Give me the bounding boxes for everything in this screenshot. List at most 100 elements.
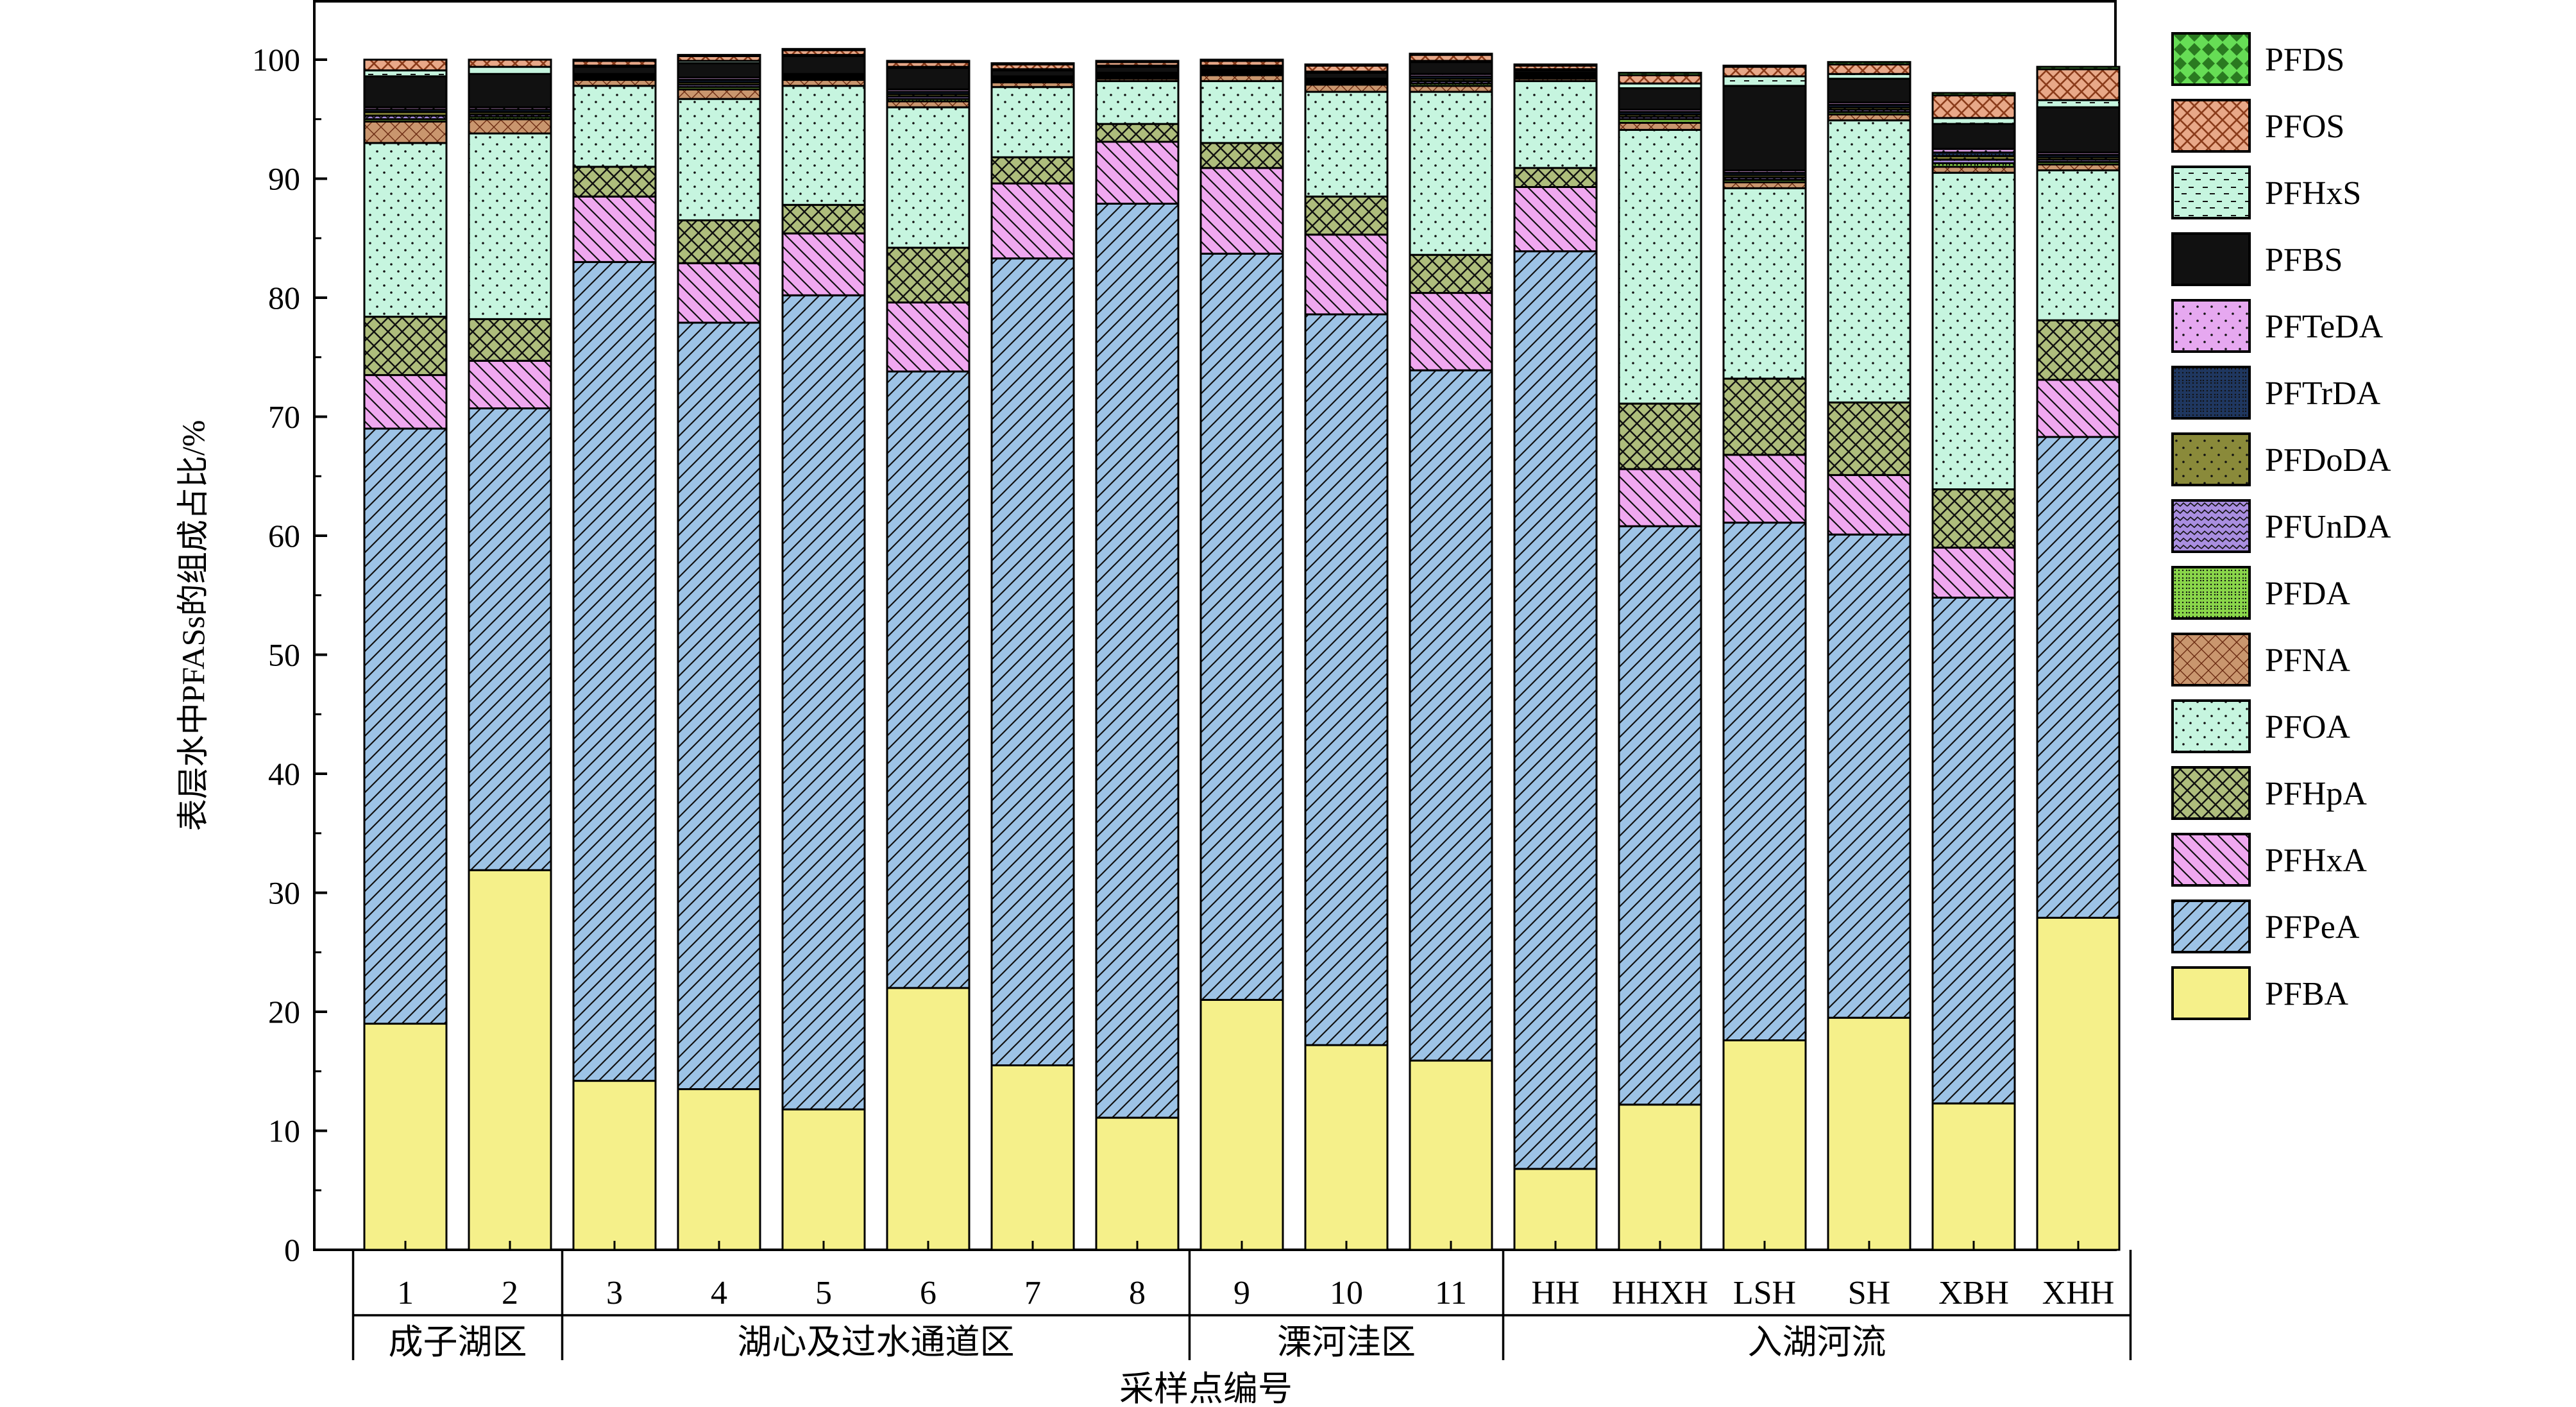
- bar-segment-PFOS-XBH: [1931, 94, 2016, 119]
- bar-segment-PFBA-HHXH: [1618, 1104, 1702, 1251]
- bar-segment-PFOA-10: [1304, 90, 1389, 198]
- legend-label: PFDA: [2265, 576, 2350, 612]
- bar-segment-PFDS-HH: [1513, 63, 1598, 67]
- y-tick-label: 20: [268, 994, 300, 1030]
- bar-segment-PFOA-2: [468, 132, 552, 320]
- bar-segment-PFHpA-HH: [1513, 167, 1598, 188]
- bar-segment-PFDS-4: [677, 54, 761, 57]
- bar-segment-PFHxA-6: [886, 301, 970, 373]
- bar-segment-PFPeA-LSH: [1722, 522, 1807, 1042]
- bar-segment-PFBS-6: [886, 67, 970, 90]
- bar-segment-PFBA-6: [886, 987, 970, 1251]
- x-tick-label: 1: [397, 1275, 414, 1311]
- bar-segment-PFBS-2: [468, 72, 552, 108]
- legend-swatch-PFOS: [2171, 99, 2251, 153]
- bar-segment-PFOA-XBH: [1931, 171, 2016, 491]
- bar-segment-PFPeA-1: [363, 427, 448, 1025]
- x-tick-label: SH: [1848, 1275, 1890, 1311]
- bar-segment-PFBS-XBH: [1931, 123, 2016, 150]
- bar-segment-PFPeA-3: [572, 260, 657, 1082]
- bar-segment-PFNA-4: [677, 88, 761, 100]
- bar-segment-PFOS-SH: [1827, 63, 1911, 75]
- legend-swatch-PFHxA: [2171, 833, 2251, 887]
- bar-segment-PFHxA-2: [468, 359, 552, 410]
- y-tick-label: 80: [268, 280, 300, 316]
- bar-segment-PFOS-1: [363, 58, 448, 72]
- bar-segment-PFOA-11: [1409, 90, 1493, 256]
- bar-segment-PFHpA-11: [1409, 253, 1493, 294]
- bar-segment-PFBA-8: [1095, 1116, 1180, 1251]
- bar-segment-PFOA-SH: [1827, 119, 1911, 404]
- bar-segment-PFHxA-4: [677, 262, 761, 324]
- bar-segment-PFBA-10: [1304, 1044, 1389, 1251]
- y-tick-label: 30: [268, 875, 300, 911]
- bar-segment-PFHxA-XHH: [2036, 379, 2121, 438]
- bar-segment-PFHxS-2: [468, 65, 552, 75]
- legend-swatch-PFUnDA: [2171, 499, 2251, 553]
- x-tick-label: XBH: [1938, 1275, 2009, 1311]
- legend-label: PFHpA: [2265, 776, 2367, 812]
- bar-segment-PFBS-4: [677, 62, 761, 79]
- x-tick-label: 8: [1129, 1275, 1146, 1311]
- bar-segment-PFPeA-XBH: [1931, 596, 2016, 1105]
- bar-segment-PFPeA-SH: [1827, 533, 1911, 1019]
- x-tick-label: LSH: [1733, 1275, 1796, 1311]
- x-tick-label: 5: [815, 1275, 832, 1311]
- bar-segment-PFHxA-LSH: [1722, 454, 1807, 524]
- bar-segment-PFHxA-XBH: [1931, 547, 2016, 599]
- bar-segment-PFDS-5: [781, 47, 866, 51]
- bar-segment-PFOA-5: [781, 85, 866, 206]
- bar-segment-PFHpA-7: [990, 156, 1075, 185]
- legend-swatch-PFOA: [2171, 699, 2251, 753]
- bar-segment-PFHxA-3: [572, 195, 657, 263]
- legend-label: PFUnDA: [2265, 509, 2391, 545]
- y-axis-label: 表层水中PFASs的组成占比/%: [175, 420, 211, 831]
- bar-segment-PFOS-LSH: [1722, 65, 1807, 78]
- x-tick-label: HHXH: [1612, 1275, 1708, 1311]
- bar-segment-PFHpA-2: [468, 318, 552, 362]
- legend: PFDS PFOS PFHxS PFBS PFTeDA PFTrDA PFDoDA PFUnD…: [2171, 32, 2391, 1020]
- bar-segment-PFDS-7: [990, 62, 1075, 65]
- bar-segment-PFDS-XBH: [1931, 92, 2016, 97]
- legend-label: PFDoDA: [2265, 442, 2391, 479]
- bar-segment-PFOA-7: [990, 86, 1075, 158]
- axes: 0 10 20 30 40 50 60 70 80 90 100 1 2 3 4 5 6 7 8 9 10 11 HH HHX…: [252, 42, 2132, 1361]
- x-tick-label: 9: [1233, 1275, 1250, 1311]
- legend-label: PFOS: [2265, 108, 2344, 145]
- x-tick-label: 3: [606, 1275, 623, 1311]
- bar-segment-PFHxA-SH: [1827, 473, 1911, 536]
- bar-segment-PFHpA-LSH: [1722, 377, 1807, 456]
- legend-label: PFPeA: [2265, 909, 2360, 946]
- legend-swatch-PFHpA: [2171, 766, 2251, 820]
- bar-segment-PFBA-3: [572, 1080, 657, 1251]
- bar-segment-PFHxA-7: [990, 182, 1075, 260]
- bar-segment-PFHpA-6: [886, 246, 970, 303]
- bar-segment-PFHpA-10: [1304, 195, 1389, 236]
- y-tick-label: 100: [252, 42, 300, 78]
- bar-segment-PFBS-LSH: [1722, 85, 1807, 172]
- bar-segment-PFBS-5: [781, 55, 866, 75]
- legend-swatch-PFTeDA: [2171, 299, 2251, 353]
- bar-segment-PFOA-8: [1095, 80, 1180, 125]
- x-tick-label: 6: [920, 1275, 936, 1311]
- bar-segment-PFPeA-4: [677, 321, 761, 1091]
- bar-segment-PFNA-HHXH: [1618, 121, 1702, 131]
- bar-segment-PFHxA-5: [781, 232, 866, 296]
- bar-segment-PFBS-SH: [1827, 78, 1911, 104]
- legend-swatch-PFDoDA: [2171, 432, 2251, 486]
- bar-segment-PFOS-XHH: [2036, 68, 2121, 101]
- x-tick-label: 2: [502, 1275, 518, 1311]
- bar-segment-PFOA-HHXH: [1618, 128, 1702, 405]
- y-tick-label: 90: [268, 161, 300, 197]
- bar-segment-PFOA-HH: [1513, 80, 1598, 169]
- bar-segment-PFHxA-HHXH: [1618, 468, 1702, 527]
- group-label: 成子湖区: [389, 1323, 527, 1361]
- bar-segment-PFDS-8: [1095, 60, 1180, 64]
- bar-segment-PFOS-HHXH: [1618, 74, 1702, 85]
- bar-segment-PFNA-10: [1304, 83, 1389, 93]
- legend-swatch-PFDS: [2171, 32, 2251, 86]
- bar-segment-PFPeA-11: [1409, 369, 1493, 1062]
- bar-segment-PFPeA-8: [1095, 202, 1180, 1119]
- bar-segment-PFPeA-2: [468, 407, 552, 871]
